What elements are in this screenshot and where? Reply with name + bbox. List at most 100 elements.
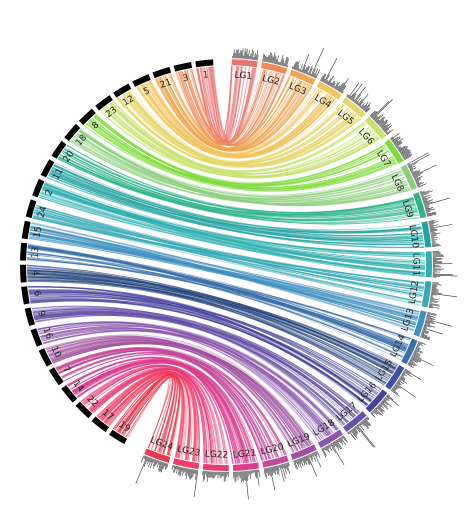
histogram-bar <box>350 93 355 99</box>
histogram-bar <box>322 449 326 457</box>
histogram-bar <box>323 448 324 450</box>
histogram-bar <box>245 471 246 481</box>
histogram-bar <box>242 471 243 481</box>
histogram-bar <box>426 319 452 326</box>
histogram-bar <box>415 179 420 181</box>
histogram-bar <box>172 465 173 469</box>
histogram-bar <box>378 120 384 125</box>
histogram-bar <box>310 74 311 76</box>
histogram-bar <box>421 191 433 195</box>
chromosome-label: 1 <box>202 70 209 81</box>
ideogram-chr-21 <box>153 67 172 78</box>
chromosome-label: 4 <box>30 270 40 276</box>
histogram-bar <box>295 460 296 463</box>
histogram-bar <box>416 347 421 349</box>
lg-label: LG11 <box>410 253 420 276</box>
histogram-bar <box>398 147 402 149</box>
chromosome-label: 15 <box>32 226 44 239</box>
histogram-bar <box>417 345 419 346</box>
histogram-bar <box>314 69 318 78</box>
histogram-bar <box>311 48 324 76</box>
histogram-bar <box>431 290 438 291</box>
histogram-bar <box>416 182 418 183</box>
ideogram-chr-4 <box>20 265 27 283</box>
histogram-bar <box>241 471 242 482</box>
histogram-bar <box>378 406 385 412</box>
ideogram-chr-1 <box>195 59 213 67</box>
histogram-bar <box>195 470 196 474</box>
ideogram-chr-24 <box>26 199 37 218</box>
histogram-bar <box>432 289 440 290</box>
histogram-bar <box>269 52 271 62</box>
histogram-bar <box>429 225 433 226</box>
histogram-bar <box>247 54 248 59</box>
histogram-bar <box>259 469 260 477</box>
histogram-bar <box>427 314 430 315</box>
histogram-bar <box>340 78 349 92</box>
histogram-bar <box>364 105 369 111</box>
histogram-bar <box>430 299 434 300</box>
histogram-bar <box>250 471 251 479</box>
histogram-bar <box>380 120 387 127</box>
histogram-bar <box>432 286 438 287</box>
histogram-bar <box>244 49 245 59</box>
lg-label: LG1 <box>234 71 253 83</box>
histogram-bar <box>265 468 267 478</box>
histogram-bar <box>279 465 280 467</box>
histogram-bar <box>178 467 179 470</box>
histogram-bar <box>276 466 278 474</box>
histogram-bar <box>404 370 421 380</box>
histogram-bar <box>413 165 437 176</box>
histogram-bar <box>425 208 428 209</box>
histogram-bar <box>428 220 435 221</box>
histogram-bar <box>255 54 256 60</box>
histogram-bar <box>430 232 434 233</box>
histogram-bar <box>165 463 166 466</box>
chromosome-label: 13 <box>31 246 42 258</box>
histogram-bar <box>358 425 359 427</box>
histogram-bar <box>432 246 441 247</box>
histogram-bar <box>358 99 363 105</box>
histogram-bar <box>396 383 416 397</box>
histogram-bar <box>157 461 158 464</box>
histogram-bar <box>266 57 267 62</box>
histogram-bar <box>356 426 373 448</box>
histogram-bar <box>283 63 284 66</box>
histogram-bar <box>420 191 422 192</box>
histogram-bar <box>316 69 320 78</box>
histogram-bar <box>341 86 346 93</box>
histogram-bar <box>431 233 436 234</box>
lg-label: LG22 <box>205 450 229 461</box>
histogram-bar <box>248 471 249 477</box>
histogram-bar <box>348 432 349 434</box>
histogram-bar <box>431 294 437 295</box>
histogram-bar <box>292 66 293 69</box>
histogram-bar <box>392 388 395 390</box>
histogram-bar <box>281 58 283 65</box>
histogram-bar <box>209 471 210 477</box>
histogram-bar <box>363 420 368 426</box>
ideogram-lg22 <box>203 464 229 471</box>
histogram-bar <box>429 304 439 306</box>
histogram-bar <box>371 413 375 418</box>
histogram-bar <box>266 468 267 473</box>
ideogram-chr-13 <box>20 243 27 261</box>
histogram-bar <box>399 378 407 383</box>
histogram-bar <box>243 471 244 482</box>
histogram-bar <box>408 363 412 365</box>
histogram-bar <box>426 211 430 212</box>
histogram-bar <box>136 456 147 483</box>
histogram-bar <box>424 326 427 327</box>
histogram-bar <box>255 470 256 477</box>
histogram-bar <box>372 412 373 413</box>
histogram-bar <box>246 49 247 59</box>
histogram-bar <box>299 69 300 71</box>
histogram-bar <box>361 105 364 108</box>
histogram-bar <box>431 238 437 239</box>
histogram-bar <box>277 62 278 65</box>
histogram-bar <box>287 65 288 67</box>
ideogram-chr-3 <box>174 62 192 72</box>
histogram-bar <box>351 94 356 100</box>
histogram-bar <box>429 307 433 308</box>
